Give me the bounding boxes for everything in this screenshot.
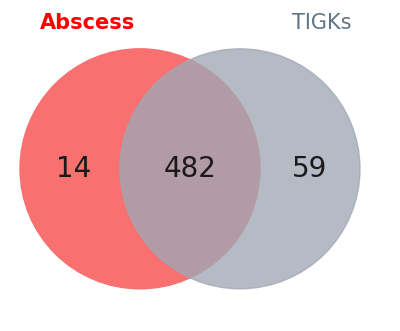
Ellipse shape bbox=[20, 49, 260, 289]
Text: TIGKs: TIGKs bbox=[292, 13, 352, 33]
Ellipse shape bbox=[120, 49, 360, 289]
Text: 482: 482 bbox=[164, 155, 216, 183]
Text: 14: 14 bbox=[56, 155, 92, 183]
Text: Abscess: Abscess bbox=[40, 13, 135, 33]
Text: 59: 59 bbox=[292, 155, 328, 183]
